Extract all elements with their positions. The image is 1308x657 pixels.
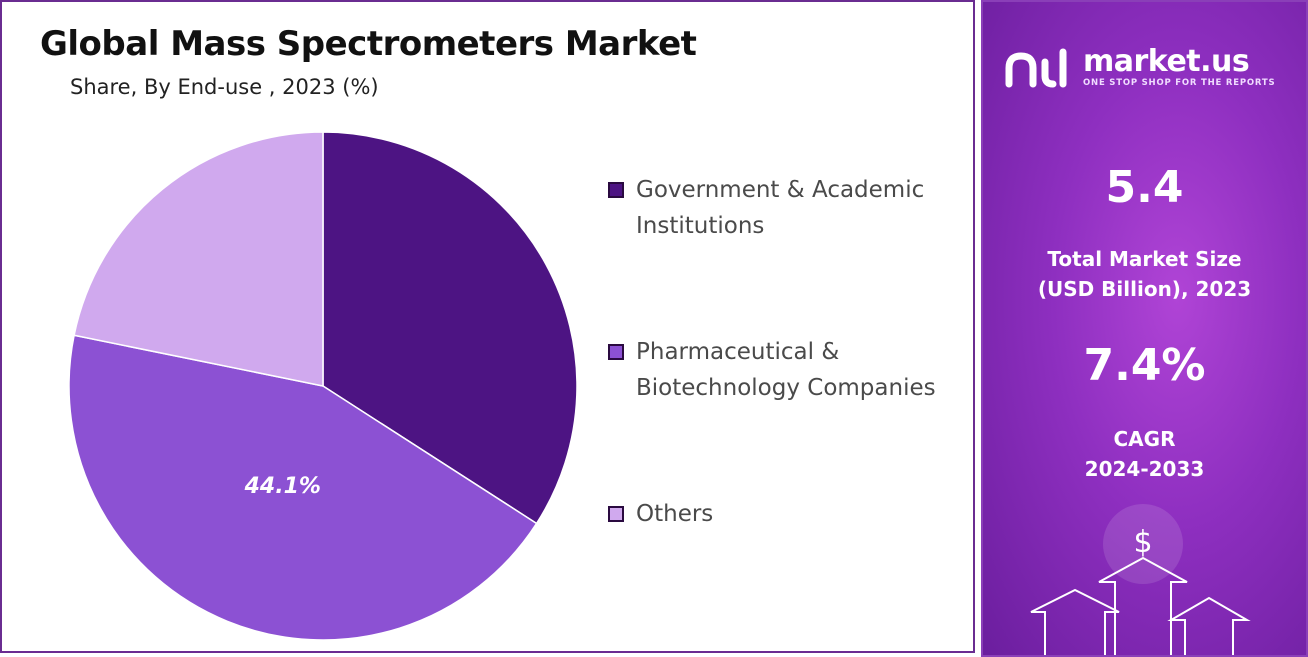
pie-data-label-1: 44.1% <box>244 474 321 499</box>
cagr-label-line2: 2024-2033 <box>1084 457 1205 481</box>
pie-slice-2 <box>73 131 324 387</box>
legend-label-0: Government & Academic Institutions <box>636 172 924 244</box>
pie-chart: 44.1% <box>68 131 578 641</box>
legend-swatch-1 <box>608 344 624 360</box>
cagr-value: 7.4% <box>1083 340 1206 391</box>
brand-name: market.us <box>1083 44 1250 79</box>
pie-slice-1 <box>68 334 538 641</box>
legend-label-line: Others <box>636 501 714 527</box>
legend-label-1: Pharmaceutical & Biotechnology Companies <box>636 334 936 406</box>
brand-tagline: ONE STOP SHOP FOR THE REPORTS <box>1083 78 1276 88</box>
legend-label-line: Institutions <box>636 213 765 239</box>
legend-label-line: Biotechnology Companies <box>636 375 936 401</box>
dollar-icon: $ <box>1133 525 1152 560</box>
legend-swatch-2 <box>608 506 624 522</box>
cagr-label-line1: CAGR <box>1113 427 1176 451</box>
legend-label-line: Pharmaceutical & <box>636 339 840 365</box>
chart-subtitle: Share, By End-use , 2023 (%) <box>70 75 379 99</box>
market-size-label-line2: (USD Billion), 2023 <box>1037 277 1252 301</box>
market-size-label-line1: Total Market Size <box>1047 247 1242 271</box>
legend-label-line: Government & Academic <box>636 177 925 203</box>
brand-logo: market.us ONE STOP SHOP FOR THE REPORTS <box>1003 44 1293 94</box>
pie-slice-0 <box>322 131 578 525</box>
chart-title: Global Mass Spectrometers Market <box>40 24 697 64</box>
growth-arrows-icon: $ <box>1030 504 1251 655</box>
summary-panel: market.us ONE STOP SHOP FOR THE REPORTS … <box>981 0 1308 657</box>
legend-label-2: Others <box>636 496 713 532</box>
legend-swatch-0 <box>608 182 624 198</box>
market-size-value: 5.4 <box>1105 162 1184 213</box>
market-us-logo-icon <box>1005 48 1067 88</box>
chart-panel: Global Mass Spectrometers Market Share, … <box>0 0 975 653</box>
